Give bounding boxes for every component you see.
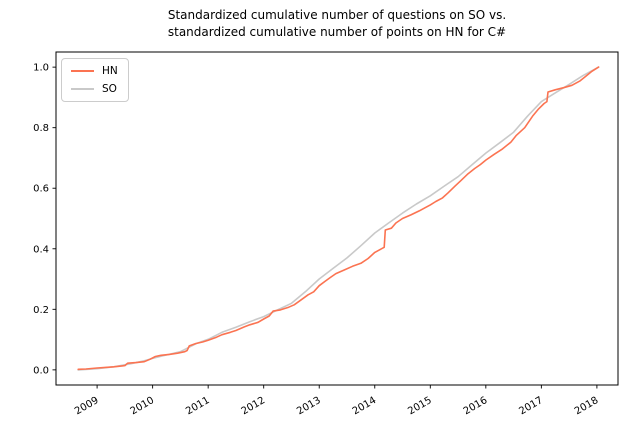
plot-border [55, 51, 619, 386]
legend-item-so: SO [71, 83, 118, 95]
chart-title-line-1: Standardized cumulative number of questi… [167, 8, 507, 22]
x-tick-label: 2015 [406, 395, 434, 417]
y-tick-label: 1.0 [33, 63, 49, 74]
y-tick-label: 0.2 [33, 305, 49, 316]
x-tick-label: 2009 [73, 395, 101, 417]
legend-item-hn: HN [71, 65, 118, 77]
legend: HN SO [61, 58, 129, 102]
y-tick-label: 0.4 [33, 244, 49, 255]
legend-swatch-so [71, 88, 94, 90]
legend-label: SO [102, 83, 117, 95]
y-tick-label: 0.0 [33, 365, 49, 376]
x-tick-label: 2016 [462, 395, 490, 417]
hn-line [77, 66, 600, 371]
x-tick-label: 2010 [129, 395, 157, 417]
chart-title-line-2: standardized cumulative number of points… [167, 25, 507, 39]
x-tick-label: 2013 [295, 395, 323, 417]
y-tick-label: 0.8 [33, 123, 49, 134]
y-tick-label: 0.6 [33, 184, 49, 195]
x-tick-label: 2012 [240, 395, 268, 417]
legend-swatch-hn [71, 70, 94, 72]
legend-label: HN [102, 65, 118, 77]
x-tick-label: 2014 [351, 395, 379, 417]
so-line [77, 66, 600, 371]
x-tick-label: 2018 [573, 395, 601, 417]
x-tick-label: 2011 [184, 395, 212, 417]
chart-title: Standardized cumulative number of questi… [56, 7, 618, 41]
x-tick-label: 2017 [517, 395, 545, 417]
